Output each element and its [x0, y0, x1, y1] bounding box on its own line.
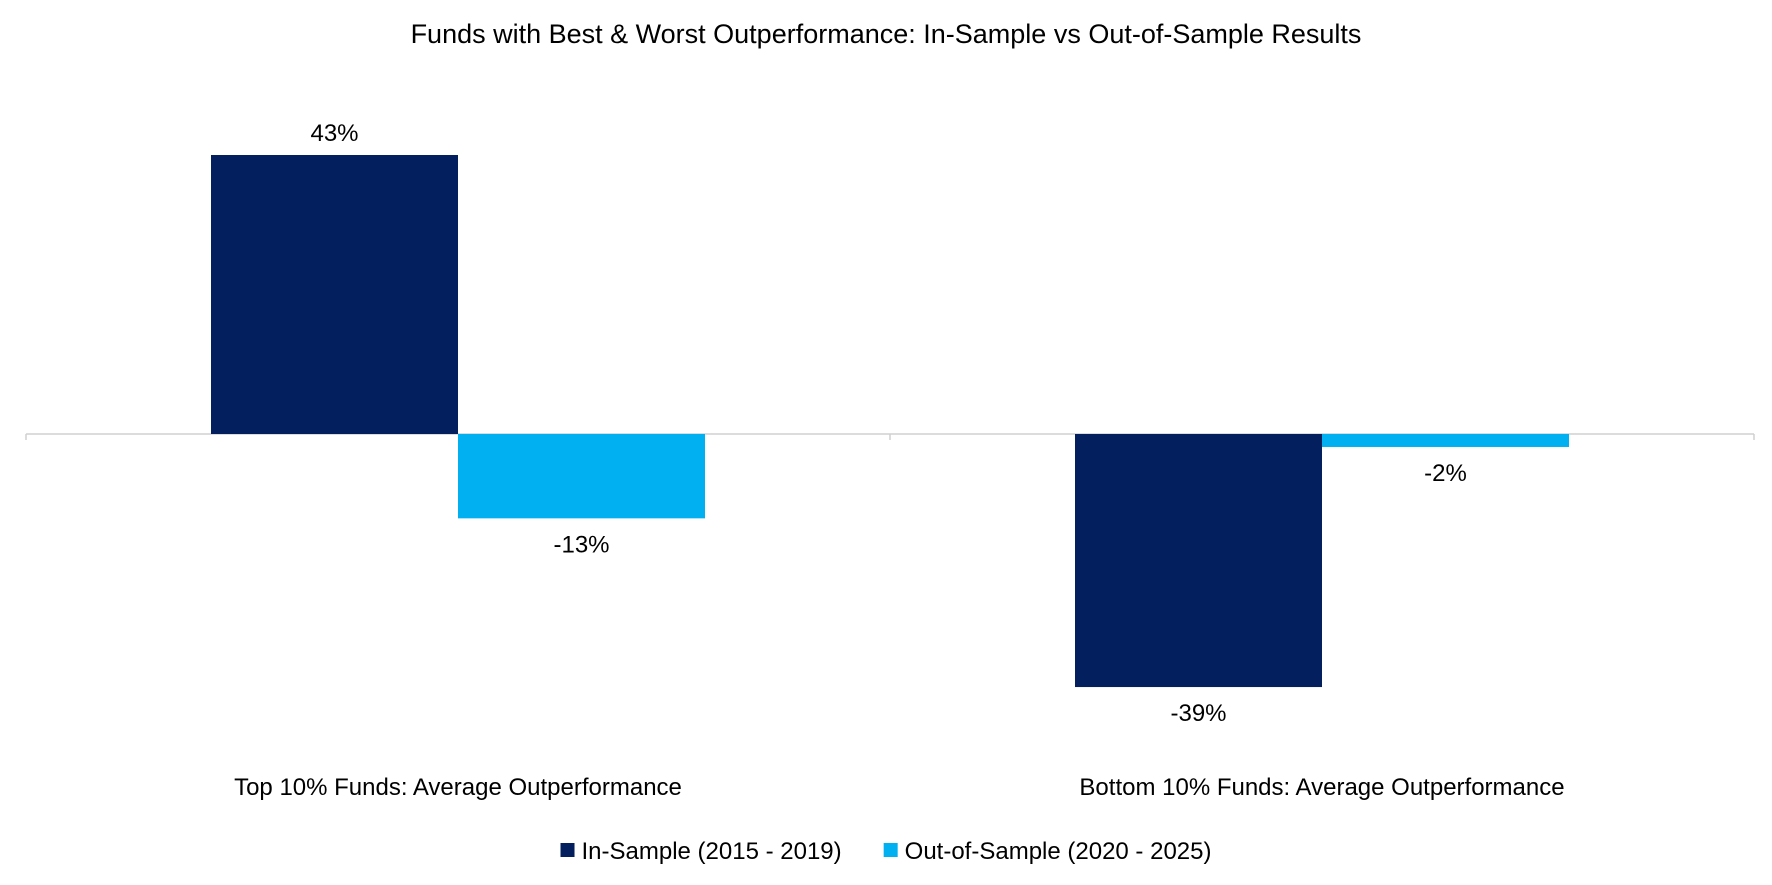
bar	[211, 155, 458, 434]
legend: In-Sample (2015 - 2019) Out-of-Sample (20…	[560, 838, 1212, 865]
category-label: Top 10% Funds: Average Outperformance	[234, 774, 682, 801]
legend-swatch	[560, 843, 575, 857]
data-label: 43%	[310, 120, 358, 147]
legend-item: Out-of-Sample (2020 - 2025)	[883, 838, 1212, 865]
bar	[1075, 434, 1322, 688]
category-label: Bottom 10% Funds: Average Outperformance	[1079, 774, 1564, 801]
data-label: -39%	[1170, 700, 1226, 727]
legend-item: In-Sample (2015 - 2019)	[560, 838, 842, 865]
legend-label: In-Sample (2015 - 2019)	[582, 838, 842, 865]
legend-label: Out-of-Sample (2020 - 2025)	[905, 838, 1212, 865]
bar	[458, 434, 705, 519]
chart-title: Funds with Best & Worst Outperformance: …	[411, 19, 1362, 49]
data-label: -2%	[1424, 460, 1467, 487]
plot-area: 43% -13% Top 10% Funds: Average Outperform…	[25, 120, 1755, 801]
bar	[1322, 434, 1569, 447]
legend-swatch	[883, 843, 898, 857]
data-label: -13%	[553, 531, 609, 558]
